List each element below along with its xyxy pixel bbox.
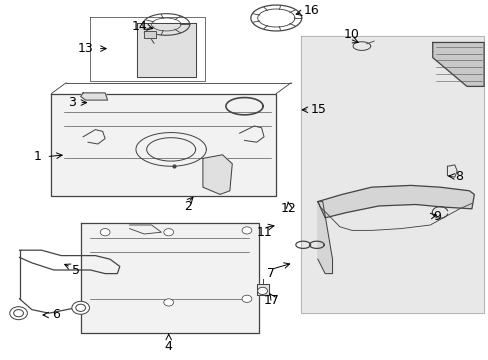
Polygon shape <box>300 36 483 313</box>
Circle shape <box>72 301 89 314</box>
Polygon shape <box>144 31 156 38</box>
Text: 16: 16 <box>303 4 318 17</box>
Circle shape <box>163 299 173 306</box>
Text: 5: 5 <box>72 264 80 276</box>
Polygon shape <box>317 202 332 274</box>
Polygon shape <box>81 93 107 100</box>
Polygon shape <box>256 284 268 295</box>
Text: 2: 2 <box>184 201 192 213</box>
Text: 11: 11 <box>256 226 271 239</box>
Text: 1: 1 <box>34 150 41 163</box>
Circle shape <box>242 227 251 234</box>
Polygon shape <box>432 42 483 86</box>
Text: 13: 13 <box>78 42 93 55</box>
Polygon shape <box>317 185 473 218</box>
Text: 3: 3 <box>68 96 76 109</box>
Text: 15: 15 <box>310 103 325 116</box>
Polygon shape <box>81 223 259 333</box>
Polygon shape <box>203 155 232 194</box>
Polygon shape <box>51 94 276 196</box>
Circle shape <box>100 229 110 236</box>
Circle shape <box>14 310 23 317</box>
Text: 12: 12 <box>280 202 296 215</box>
Circle shape <box>10 307 27 320</box>
Text: 4: 4 <box>164 340 172 353</box>
Circle shape <box>242 295 251 302</box>
Circle shape <box>257 287 267 294</box>
Text: 10: 10 <box>344 28 359 41</box>
Circle shape <box>163 229 173 236</box>
Text: 6: 6 <box>52 309 60 321</box>
Text: 17: 17 <box>263 294 279 307</box>
Text: 8: 8 <box>454 170 462 183</box>
Text: 9: 9 <box>432 210 440 222</box>
Circle shape <box>76 304 85 311</box>
Text: 7: 7 <box>267 267 275 280</box>
Polygon shape <box>137 23 195 77</box>
Text: 14: 14 <box>131 21 147 33</box>
